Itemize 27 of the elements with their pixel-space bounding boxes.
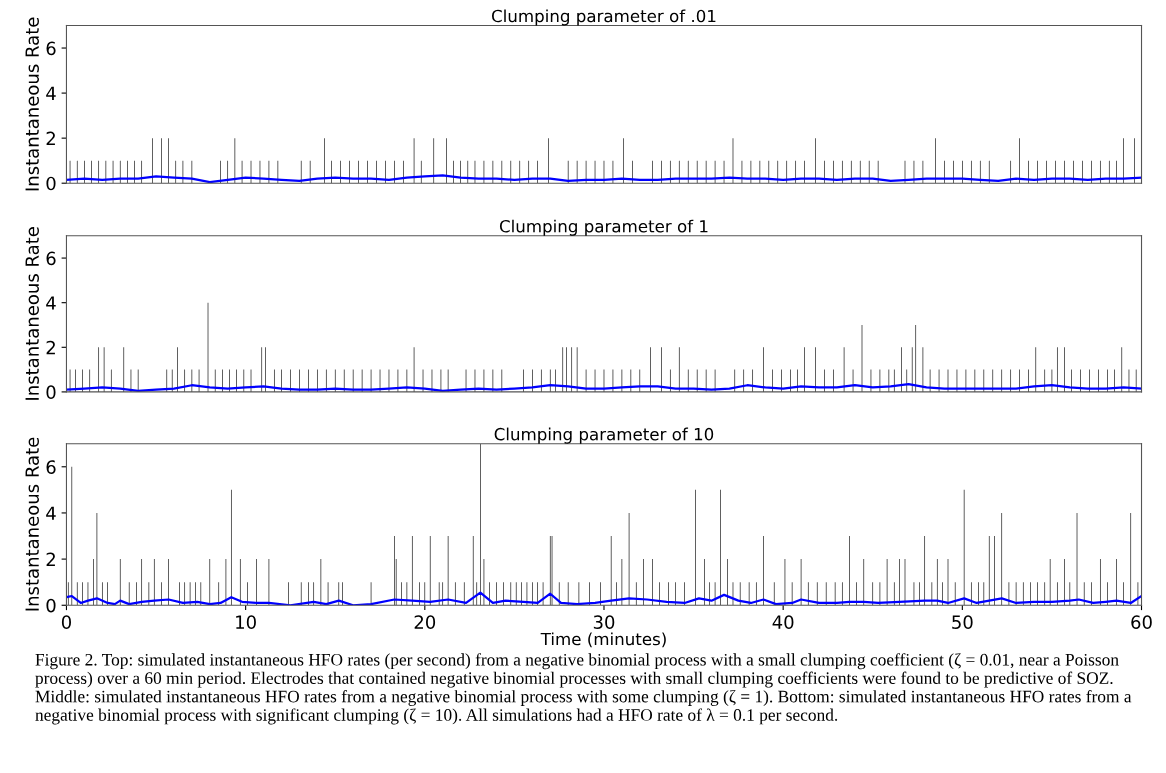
x-tick-label: 30 [593,615,615,629]
x-tick-label: 50 [952,615,973,629]
chart-title: Clumping parameter of 1 [499,219,708,236]
x-axis-title: Time (minutes) [540,632,666,648]
x-tick-label: 20 [414,615,436,629]
y-tick-label: 2 [46,552,55,566]
chart-title: Clumping parameter of 10 [494,427,714,444]
x-tick-label: 60 [1131,615,1152,629]
y-tick-label: 6 [46,251,56,266]
y-axis-title: Instantaneous Rate [25,17,39,191]
y-tick-label: 4 [46,296,56,310]
y-axis-title: Instantaneous Rate [25,227,39,400]
y-tick-label: 0 [46,176,56,191]
x-tick-label: 40 [772,615,794,629]
y-tick-label: 0 [46,598,56,613]
x-tick-label: 10 [236,615,256,629]
y-tick-label: 6 [46,460,56,474]
y-axis-title: Instantaneous Rate [25,437,39,611]
y-tick-label: 2 [46,131,55,146]
y-tick-label: 4 [46,86,56,100]
y-tick-label: 6 [46,41,56,56]
y-tick-label: 4 [46,506,56,520]
y-tick-label: 0 [46,385,56,400]
x-tick-label: 0 [61,615,72,629]
caption: Figure 2. Top: simulated instantaneous HFO rates (per second) from a negative binomial process with a small clumping coefficient (ζ = 0.01, near a Poisson process) over a 60 min period. Electrodes that contained negative binomial processes with small clumping coefficients were found to be predictive of SOZ. Middle: simulated instantaneous HFO rates from a negative binomial process with some clumping (ζ = 1). Bottom: simulated instantaneous HFO rates from a negative binomial process with significant clumping (ζ = 10). All simulations had a HFO rate of λ = 0.1 per second. [35,653,1132,725]
y-tick-label: 2 [46,340,55,355]
chart-title: Clumping parameter of .01 [491,9,716,26]
